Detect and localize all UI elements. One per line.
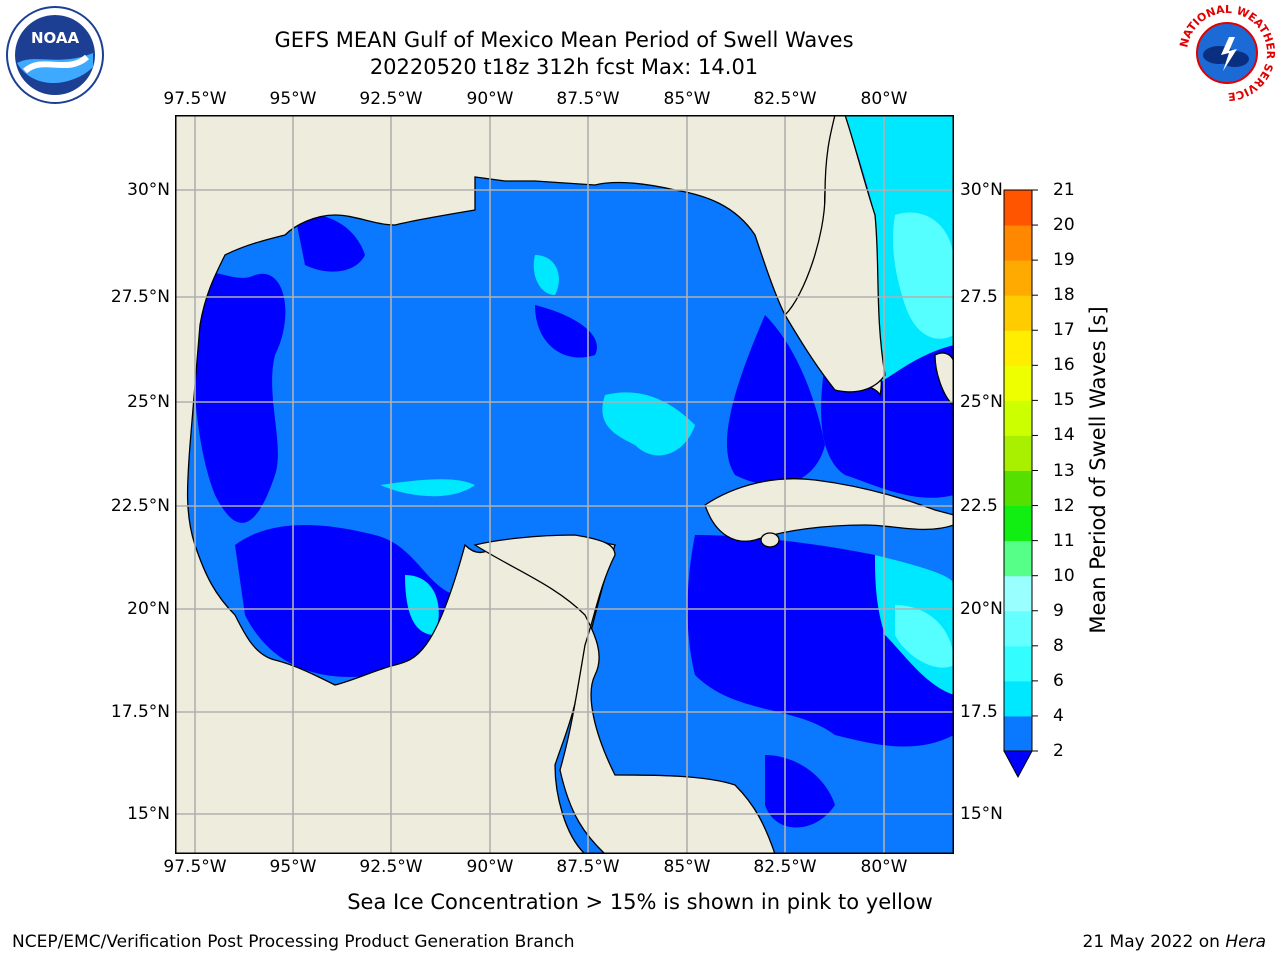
lat-label-left: 20°N [127, 599, 170, 619]
lon-label-top: 80°W [860, 89, 908, 109]
colorbar-band [1004, 190, 1032, 226]
colorbar-tick-label: 10 [1053, 565, 1075, 586]
lat-label-left: 22.5°N [110, 496, 170, 516]
lon-label-bottom: 80°W [860, 857, 908, 877]
lon-label-bottom: 87.5°W [556, 857, 620, 877]
colorbar-band [1004, 365, 1032, 401]
colorbar-tick-label: 15 [1053, 390, 1075, 411]
lat-label-left: 27.5°N [110, 287, 170, 307]
lat-label-right: 30°N [960, 180, 1003, 200]
graticule [175, 115, 954, 854]
map-panel [175, 115, 954, 854]
colorbar-band [1004, 540, 1032, 577]
lon-label-top: 85°W [663, 89, 711, 109]
colorbar-band [1004, 330, 1032, 366]
lon-label-bottom: 90°W [466, 857, 514, 877]
lon-label-top: 97.5°W [163, 89, 227, 109]
nws-logo: NATIONAL WEATHER SERVICE [1177, 3, 1277, 103]
lon-label-bottom: 97.5°W [163, 857, 227, 877]
colorbar-band [1004, 400, 1032, 436]
colorbar-band [1004, 680, 1032, 717]
lon-label-bottom: 92.5°W [359, 857, 423, 877]
colorbar-band [1004, 225, 1032, 261]
lon-label-top: 82.5°W [753, 89, 817, 109]
colorbar-band [1004, 295, 1032, 331]
colorbar-tick-label: 13 [1053, 460, 1075, 481]
colorbar [1003, 189, 1038, 779]
colorbar-tick-label: 12 [1053, 495, 1075, 516]
lat-label-right: 27.5 [960, 287, 998, 307]
colorbar-tick-label: 16 [1053, 355, 1075, 376]
lat-label-right: 22.5 [960, 496, 998, 516]
footer-date: 21 May 2022 on Hera [1083, 932, 1267, 952]
lon-label-top: 87.5°W [556, 89, 620, 109]
colorbar-tick-label: 11 [1053, 530, 1075, 551]
lon-label-top: 90°W [466, 89, 514, 109]
colorbar-under-arrow [1003, 750, 1033, 779]
sea-ice-note: Sea Ice Concentration > 15% is shown in … [347, 890, 933, 914]
lat-label-right: 20°N [960, 599, 1003, 619]
colorbar-tick-label: 18 [1053, 285, 1075, 306]
lat-label-left: 17.5°N [110, 702, 170, 722]
footer-credit: NCEP/EMC/Verification Post Processing Pr… [12, 932, 575, 952]
colorbar-tick-label: 21 [1053, 180, 1075, 200]
lon-label-bottom: 95°W [269, 857, 317, 877]
colorbar-band [1004, 435, 1032, 471]
colorbar-tick-label: 14 [1053, 425, 1075, 446]
land-areas [175, 115, 954, 854]
lat-label-right: 15°N [960, 804, 1003, 824]
colorbar-band [1004, 645, 1032, 682]
colorbar-tick-label: 19 [1053, 250, 1075, 271]
map-border [175, 115, 954, 854]
colorbar-tick-label: 8 [1053, 635, 1064, 656]
lon-label-bottom: 85°W [663, 857, 711, 877]
lat-label-left: 25°N [127, 392, 170, 412]
colorbar-band [1004, 575, 1032, 612]
colorbar-tick-label: 4 [1053, 705, 1064, 726]
lat-label-left: 15°N [127, 804, 170, 824]
lat-label-right: 17.5 [960, 702, 998, 722]
map-subtitle-run: 20220520 t18z 312h fcst Max: 14.01 [369, 55, 759, 79]
light-period-regions [893, 212, 954, 668]
colorbar-tick-label: 20 [1053, 215, 1075, 236]
colorbar-band [1004, 715, 1032, 752]
colorbar-band [1004, 610, 1032, 647]
colorbar-tick-label: 6 [1053, 670, 1064, 691]
colorbar-band [1004, 260, 1032, 296]
map-title: GEFS MEAN Gulf of Mexico Mean Period of … [274, 28, 854, 52]
colorbar-band [1004, 505, 1032, 542]
lon-label-top: 95°W [269, 89, 317, 109]
lon-label-top: 92.5°W [359, 89, 423, 109]
lon-label-bottom: 82.5°W [753, 857, 817, 877]
colorbar-tick-label: 17 [1053, 320, 1075, 341]
svg-text:NOAA: NOAA [31, 29, 80, 47]
colorbar-tick-label: 9 [1053, 600, 1064, 621]
lat-label-left: 30°N [127, 180, 170, 200]
colorbar-band [1004, 470, 1032, 507]
colorbar-tick-label: 2 [1053, 741, 1064, 761]
lat-label-right: 25°N [960, 392, 1003, 412]
footer-host: Hera [1225, 932, 1266, 952]
noaa-logo: NOAA [6, 6, 104, 104]
footer-date-text: 21 May 2022 on [1082, 932, 1226, 952]
colorbar-title: Mean Period of Swell Waves [s] [1086, 306, 1110, 634]
